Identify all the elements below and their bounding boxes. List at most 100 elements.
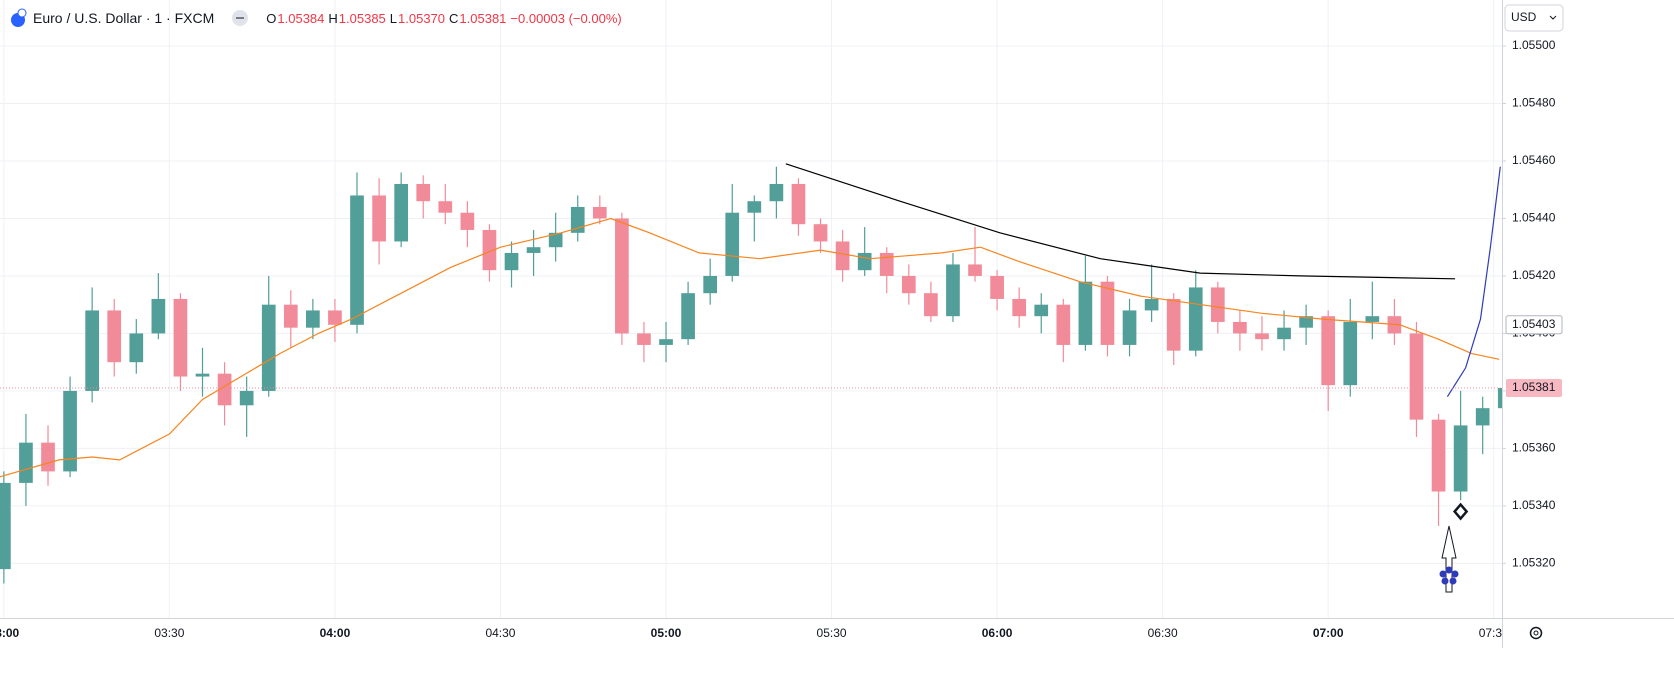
symbol-icon: [11, 8, 27, 27]
candle-body: [857, 252, 872, 271]
candle-body: [261, 304, 276, 391]
candle-body: [1431, 419, 1446, 492]
axes: 1.053201.053401.053601.053801.054001.054…: [0, 38, 1563, 640]
legend-value: 1.05384: [277, 10, 325, 26]
y-tick-label: 1.05340: [1512, 498, 1556, 512]
candle-body: [1365, 316, 1380, 322]
plot: [0, 163, 1502, 584]
legend-value: 1.05381: [459, 10, 507, 26]
candle-body: [791, 183, 806, 225]
candle-body: [1277, 327, 1291, 340]
candle-body: [1122, 310, 1137, 345]
x-tick-label: 05:30: [817, 626, 847, 640]
legend-value: 1.05385: [338, 10, 386, 26]
price-label: 1.05403: [1512, 317, 1556, 331]
candle-body: [879, 252, 894, 276]
candle-body: [1453, 425, 1468, 492]
candle-body: [19, 442, 33, 483]
candle-body: [747, 201, 762, 213]
x-tick-label: 07:30: [1479, 626, 1509, 640]
overlay-line: [0, 217, 1500, 478]
y-tick-label: 1.05320: [1512, 556, 1556, 570]
overlay-line: [1446, 166, 1501, 398]
x-tick-label: 03:30: [154, 626, 184, 640]
candle-body: [350, 195, 364, 325]
candle-body: [1255, 333, 1269, 340]
candle-body: [1475, 408, 1490, 426]
candle-body: [41, 442, 55, 472]
settings-icon[interactable]: [1529, 626, 1543, 640]
candle-body: [504, 252, 519, 271]
candle-body: [725, 212, 740, 276]
candle-body: [1166, 298, 1181, 351]
candle-body: [283, 304, 298, 328]
candle-body: [1321, 316, 1336, 386]
price-label: 1.05381: [1512, 380, 1556, 394]
candle-body: [1012, 298, 1027, 317]
candle-body: [107, 310, 122, 363]
candle-body: [659, 339, 673, 345]
candle-body: [438, 201, 453, 213]
candle-body: [1299, 316, 1313, 328]
y-tick-label: 1.05460: [1512, 153, 1556, 167]
candle-body: [946, 264, 960, 317]
candle-body: [1497, 388, 1502, 409]
candle-body: [1233, 321, 1247, 334]
candle-body: [526, 247, 541, 253]
candle-body: [394, 183, 409, 242]
legend-value: 1.05370: [398, 10, 446, 26]
candle-body: [1188, 287, 1203, 351]
currency-caret: [1549, 15, 1557, 20]
candle-body: [592, 206, 607, 219]
y-tick-label: 1.05480: [1512, 96, 1556, 110]
legend-key: O: [266, 10, 277, 26]
candle-body: [990, 275, 1004, 299]
candle-body: [1144, 298, 1159, 311]
candle-body: [217, 373, 232, 406]
currency[interactable]: USD: [1511, 10, 1537, 24]
candle-body: [460, 212, 475, 230]
candle-body: [0, 482, 11, 570]
y-tick-label: 1.05500: [1512, 38, 1556, 52]
header: Euro / U.S. Dollar · 1 · FXCM O 1.05384 H 1…: [0, 8, 622, 28]
candle-body: [195, 373, 210, 377]
candle-body: [328, 310, 342, 325]
x-tick-label: 03:00: [0, 626, 20, 640]
candle-body: [703, 275, 718, 294]
candle-body: [1100, 281, 1115, 345]
legend-key: H: [328, 10, 338, 26]
candle-body: [924, 293, 938, 317]
candle-body: [239, 390, 254, 406]
candle-body: [372, 195, 386, 242]
candle-body: [570, 206, 585, 233]
price-label-box: [1506, 379, 1562, 398]
candle-body: [1056, 304, 1071, 345]
candle-body: [1210, 287, 1225, 322]
price-label-box: [1505, 315, 1563, 335]
legend-key: L: [389, 10, 398, 26]
candle-body: [615, 218, 629, 334]
signal-marker: [1452, 502, 1469, 521]
visibility-toggle[interactable]: [230, 8, 250, 28]
x-tick-label: 07:00: [1313, 626, 1344, 640]
symbol-title: Euro / U.S. Dollar · 1 · FXCM: [33, 10, 215, 26]
candle-body: [85, 310, 99, 391]
candle-body: [769, 183, 784, 202]
candle-body: [173, 298, 188, 377]
overlay-line: [785, 163, 1456, 280]
candle-body: [416, 183, 431, 202]
currency-button[interactable]: [1504, 4, 1564, 32]
candle-body: [1078, 281, 1093, 345]
change: −0.00003 (−0.00%): [510, 10, 622, 26]
candle-body: [968, 264, 982, 276]
annotation-arrow: [1439, 525, 1459, 593]
x-tick-label: 05:00: [651, 626, 682, 640]
candle-body: [129, 333, 144, 363]
candle-body: [901, 275, 916, 294]
y-tick-label: 1.05440: [1512, 211, 1556, 225]
candle-body: [482, 229, 497, 271]
candle-body: [813, 224, 828, 242]
x-tick-label: 06:00: [982, 626, 1013, 640]
